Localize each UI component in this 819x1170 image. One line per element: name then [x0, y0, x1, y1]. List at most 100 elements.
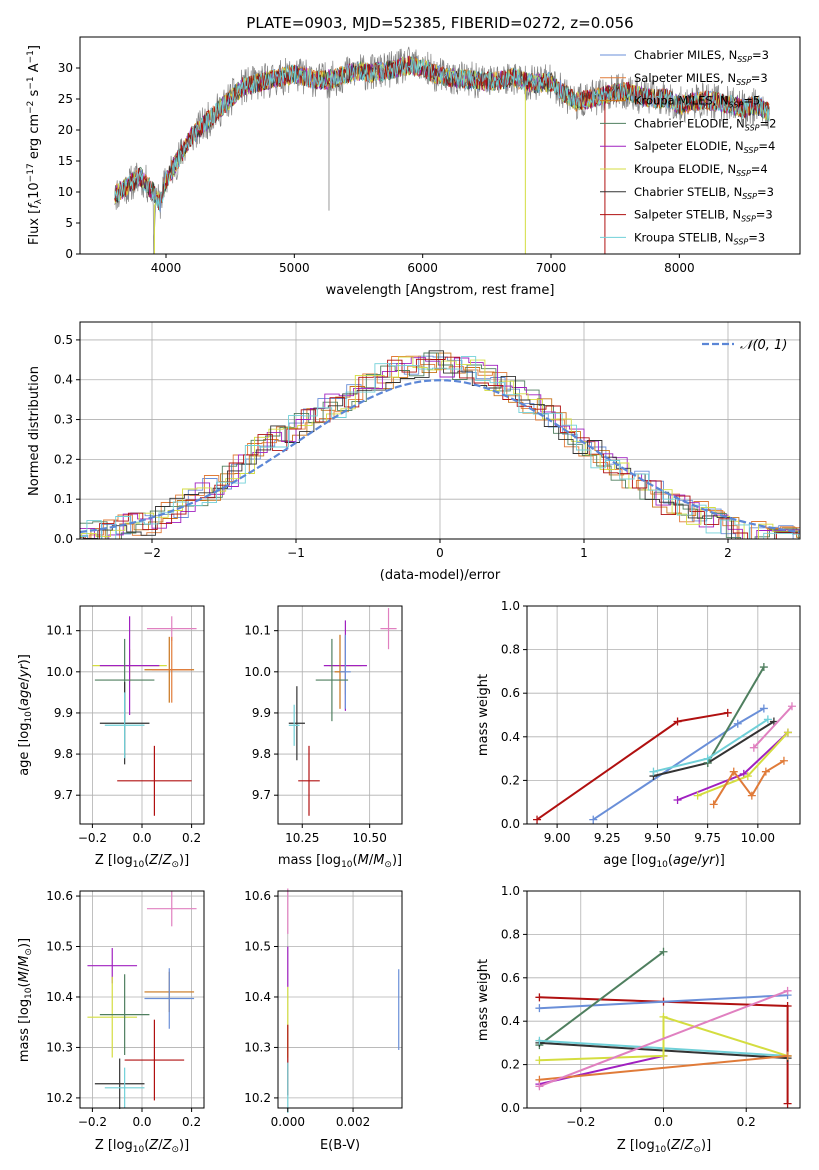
- residual-y-label: Normed distribution: [27, 366, 42, 496]
- legend-entry-suffix: =3: [752, 48, 769, 62]
- legend-entry-sub: SSP: [736, 78, 751, 87]
- x-tick-label: 0.0: [132, 1115, 151, 1129]
- y-tick-label: 0.4: [501, 1014, 520, 1028]
- weight-age-y-label: mass weight: [476, 674, 491, 756]
- y-tick-label: 0.0: [501, 817, 520, 831]
- x-tick-label: −2: [143, 546, 161, 560]
- y-tick-label: 10.5: [244, 940, 271, 954]
- spectrum-title: PLATE=0903, MJD=52385, FIBERID=0272, z=0…: [246, 14, 633, 32]
- plus-marker: [749, 743, 758, 752]
- y-tick-label: 9.8: [252, 747, 271, 761]
- spectrum-axes-frame: [79, 36, 801, 255]
- y-tick-label: 0.6: [501, 971, 520, 985]
- legend-entry-sub: SSP: [741, 215, 756, 224]
- y-tick-label: 10.4: [46, 990, 73, 1004]
- weight-age-axes-frame: [526, 605, 801, 825]
- legend-entry-label: Chabrier ELODIE, N: [634, 116, 745, 130]
- legend-entry-suffix: =3: [748, 230, 765, 244]
- plus-marker: [589, 815, 598, 824]
- age-z-x-ticks: −0.2 0.0 0.2: [78, 824, 201, 845]
- plus-marker: [533, 815, 542, 824]
- legend-entry: Kroupa STELIB, NSSP=3: [634, 230, 765, 246]
- spectrum-y-label: Flux [fλ10−17 erg cm−2 s−1 A−1]: [26, 45, 44, 245]
- legend-entry: Kroupa ELODIE, NSSP=4: [634, 162, 768, 178]
- residual-histograms: [80, 350, 800, 539]
- plus-marker: [747, 791, 756, 800]
- y-tick-label: 10.6: [244, 889, 271, 903]
- y-tick-label: 9.8: [54, 747, 73, 761]
- error-bar-point: [104, 692, 145, 759]
- mass-z-y-ticks: 10.2 10.3 10.4 10.5 10.6: [46, 889, 80, 1105]
- error-bar-point: [146, 891, 197, 927]
- mass-weight-series-line: [706, 666, 765, 764]
- y-tick-label: 0: [65, 247, 73, 261]
- plus-marker: [759, 663, 768, 672]
- plus-marker: [649, 767, 658, 776]
- weight-z-y-ticks: 0.0 0.2 0.4 0.6 0.8 1.0: [501, 884, 527, 1115]
- age-vs-mass-panel: 10.25 10.50 9.7 9.8 9.9 10.0 10.1 mass [log10…: [244, 605, 403, 870]
- mass-z-grid: [80, 891, 204, 1108]
- legend-entry-label: Salpeter STELIB, N: [634, 208, 741, 222]
- plus-marker: [659, 1051, 668, 1060]
- x-tick-label: 0.2: [182, 1115, 201, 1129]
- plus-marker: [703, 754, 712, 763]
- age-z-x-label: Z [log10(Z/Z⊙)]: [95, 853, 189, 870]
- error-bar-point: [94, 1058, 145, 1110]
- legend-entry-sub: SSP: [729, 101, 744, 110]
- y-tick-label: 15: [58, 154, 73, 168]
- x-tick-label: 4000: [151, 261, 182, 275]
- spectrum-x-label: wavelength [Angstrom, rest frame]: [326, 283, 555, 298]
- error-bar-point: [117, 745, 192, 816]
- legend-entry-label: Kroupa ELODIE, N: [634, 162, 736, 176]
- error-bar-point: [288, 704, 300, 746]
- plus-marker: [783, 986, 792, 995]
- legend-entry: Chabrier STELIB, NSSP=3: [634, 185, 774, 201]
- mass-ebv-plot-area: [287, 888, 400, 1114]
- spectrum-plot-area: [114, 46, 770, 254]
- residual-histogram-step: [80, 355, 800, 539]
- mass-vs-metallicity-panel: −0.2 0.0 0.2 10.2 10.3 10.4 10.5 10.6 Z [log10…: [17, 889, 205, 1155]
- weight-z-x-label: Z [log10(Z/Z⊙)]: [617, 1138, 711, 1155]
- legend-entry-suffix: =5: [743, 94, 760, 108]
- age-z-plot-area: [92, 616, 197, 816]
- legend-entry-suffix: =3: [757, 185, 774, 199]
- plus-marker: [709, 800, 718, 809]
- legend-entry-label: Chabrier MILES, N: [634, 48, 737, 62]
- mass-ebv-x-ticks: 0.000 0.002: [271, 1108, 370, 1129]
- x-tick-label: 0.000: [271, 1115, 305, 1129]
- mass-weight-series-line: [539, 989, 788, 1088]
- y-tick-label: 0.4: [54, 373, 73, 387]
- legend-entry-label: Salpeter ELODIE, N: [634, 139, 744, 153]
- y-tick-label: 0.0: [54, 532, 73, 546]
- age-mass-plot-area: [288, 608, 397, 816]
- mass-weight-series-line: [539, 1015, 788, 1062]
- x-tick-label: 0.2: [182, 831, 201, 845]
- error-bar-point: [151, 636, 192, 703]
- legend-entry: Chabrier ELODIE, NSSP=2: [634, 116, 776, 132]
- plus-marker: [673, 717, 682, 726]
- residual-histogram-panel: −2 −1 0 1 2 0.0 0.1 0.2 0.3 0.4 0.5 𝒩(0, 1) (data…: [27, 321, 801, 583]
- age-z-y-ticks: 9.7 9.8 9.9 10.0 10.1: [46, 624, 80, 802]
- mass-weight-series-line: [538, 951, 665, 1046]
- x-tick-label: −1: [287, 546, 305, 560]
- error-bar-point: [104, 1067, 145, 1108]
- error-bar-point: [144, 968, 195, 1029]
- y-tick-label: 1.0: [501, 599, 520, 613]
- age-mass-y-ticks: 9.7 9.8 9.9 10.0 10.1: [244, 624, 278, 802]
- normal-legend-label: 𝒩(0, 1): [740, 338, 787, 353]
- error-bar-point: [340, 634, 351, 709]
- x-tick-label: 10.25: [285, 831, 319, 845]
- mass-vs-ebv-panel: 0.000 0.002 10.2 10.3 10.4 10.5 10.6 E(B-V): [244, 888, 403, 1153]
- plus-marker: [659, 947, 668, 956]
- plus-marker: [783, 1099, 792, 1108]
- y-tick-label: 10.1: [46, 624, 73, 638]
- residual-histogram-step: [80, 357, 800, 539]
- x-tick-label: 6000: [407, 261, 438, 275]
- age-z-y-label: age [log10(age/yr)]: [17, 654, 34, 776]
- residual-plot-area: [80, 350, 800, 539]
- x-tick-label: 2: [724, 546, 732, 560]
- legend-entry-suffix: =2: [760, 116, 777, 130]
- mass-ebv-axes-frame: [277, 890, 403, 1109]
- plus-marker: [723, 708, 732, 717]
